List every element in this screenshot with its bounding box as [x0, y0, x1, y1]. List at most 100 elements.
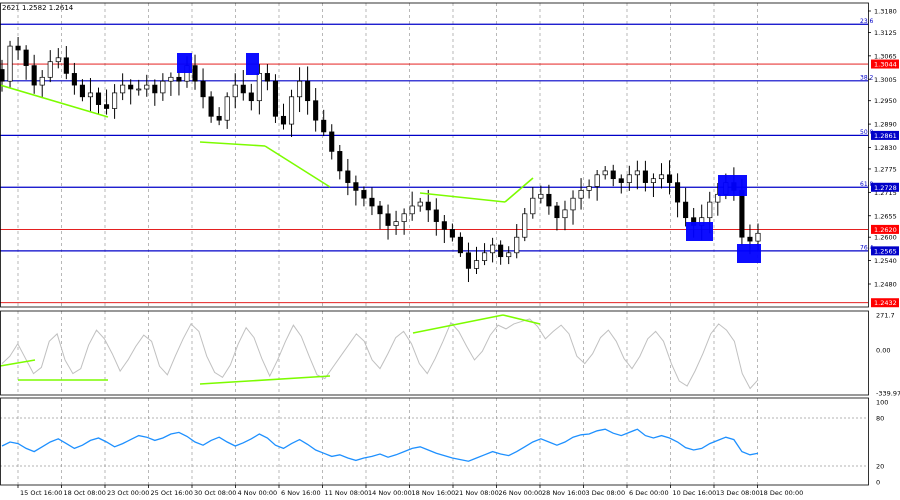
candle-body — [610, 170, 616, 180]
time-tick-label: 3 Dec 08:00 — [586, 489, 626, 497]
cci-divergence-line — [199, 375, 331, 385]
candle-body — [626, 174, 632, 183]
candle-body — [707, 201, 713, 219]
price-level-tag-text: 1.2565 — [874, 247, 897, 255]
price-tick-label: 1.2480 — [874, 281, 897, 289]
vertical-grid — [17, 3, 758, 485]
candle-body — [95, 92, 102, 105]
candle-body — [666, 174, 673, 183]
candle-body — [683, 201, 689, 219]
candle-body — [288, 96, 295, 125]
cci-divergence-line — [502, 314, 541, 325]
price-level-tag-text: 1.2620 — [874, 226, 897, 234]
price-level-tag — [871, 298, 899, 308]
candle-body — [23, 49, 29, 66]
time-tick-label: 25 Oct 16:00 — [151, 489, 193, 497]
price-level-tag-text: 1.3044 — [874, 61, 897, 69]
pattern-markers — [177, 53, 761, 263]
time-tick-label: 4 Nov 00:00 — [238, 489, 278, 497]
price-axis: 1.3180 1.3125 1.3065 1.3005 1.2950 1.2890 1.28… — [868, 8, 899, 308]
candle-body — [433, 209, 439, 222]
rsi-line — [1, 428, 759, 462]
candle-body — [570, 197, 576, 211]
candle-body — [562, 209, 568, 219]
price-tick-label: 1.2830 — [874, 144, 897, 152]
time-tick-label: 18 Nov 16:00 — [412, 489, 456, 497]
fib-level-name: 38.2 — [860, 74, 874, 81]
candle-body — [136, 88, 142, 91]
candle-body — [369, 197, 375, 207]
candle-body — [546, 193, 552, 207]
price-tick-label: 1.2775 — [874, 165, 897, 173]
divergence-line — [264, 145, 331, 188]
time-tick-label: 10 Dec 16:00 — [673, 489, 717, 497]
time-tick-label: 14 Nov 00:00 — [368, 489, 412, 497]
candle-body — [329, 131, 335, 152]
panel-frame — [0, 397, 869, 486]
candle-body — [200, 80, 206, 98]
candle-body — [7, 45, 13, 82]
price-tick-label: 1.3180 — [874, 8, 897, 16]
candle-body — [208, 96, 214, 117]
panel-frame — [0, 310, 869, 396]
candle-body — [353, 182, 359, 191]
candle-body — [47, 61, 53, 78]
candle-body — [747, 236, 753, 242]
divergence-line — [419, 192, 506, 203]
candle-body — [232, 84, 238, 98]
rsi-tick-label: 0 — [876, 479, 880, 487]
candle-body — [321, 119, 327, 133]
cci-divergence-line — [0, 359, 36, 367]
price-level-tag — [871, 130, 899, 140]
candle-body — [104, 104, 110, 109]
price-tick-label: 1.2540 — [874, 257, 897, 265]
candle-body — [530, 197, 536, 215]
price-level-tag-text: 1.2861 — [874, 132, 897, 140]
time-tick-label: 18 Dec 00:00 — [760, 489, 804, 497]
price-level-tag-text: 1.2432 — [874, 299, 897, 307]
candle-body — [457, 236, 463, 254]
candle-body — [490, 244, 496, 254]
rsi-tick-label: 20 — [876, 463, 884, 471]
price-level-tag-text: 1.2728 — [874, 184, 897, 192]
candle-body — [522, 213, 528, 238]
candle-body — [168, 76, 174, 82]
pattern-marker — [718, 175, 747, 196]
cci-tick-label: 271.7 — [876, 312, 895, 320]
price-tick-label: 1.2600 — [874, 234, 897, 242]
candle-body — [498, 244, 504, 258]
candle-body — [658, 174, 665, 180]
candle-body — [15, 45, 21, 51]
candle-body — [449, 229, 455, 238]
candle-body — [586, 186, 592, 191]
candle-body — [739, 190, 745, 238]
price-level-tag — [871, 59, 899, 69]
panel-frames — [0, 2, 869, 486]
time-tick-label: 26 Nov 00:00 — [499, 489, 543, 497]
rsi-tick-label: 100 — [876, 399, 888, 407]
candle-body — [39, 76, 45, 86]
time-tick-label: 23 Oct 00:00 — [107, 489, 149, 497]
cci-line — [1, 318, 759, 390]
price-tick-label: 1.2950 — [874, 97, 897, 105]
price-tick-label: 1.2715 — [874, 189, 897, 197]
price-tick-label: 1.3065 — [874, 52, 897, 60]
candle-body — [675, 182, 681, 203]
candle-body — [305, 80, 311, 102]
ohlc-readout: 2621 1.2582 1.2614 — [2, 4, 74, 12]
candle-body — [264, 73, 270, 82]
candle-body — [465, 252, 472, 269]
candle-body — [79, 84, 85, 98]
candle-body — [280, 115, 287, 125]
price-level-tag — [871, 246, 899, 256]
candle-body — [152, 84, 158, 94]
time-tick-label: 28 Nov 16:00 — [542, 489, 586, 497]
candle-body — [417, 201, 423, 207]
time-tick-label: 6 Nov 16:00 — [281, 489, 321, 497]
rsi-panel: 100 80 20 0 — [0, 399, 888, 487]
time-tick-label: 15 Oct 16:00 — [20, 489, 62, 497]
candle-body — [377, 205, 383, 215]
candle-body — [120, 84, 126, 94]
candle-body — [31, 65, 37, 86]
